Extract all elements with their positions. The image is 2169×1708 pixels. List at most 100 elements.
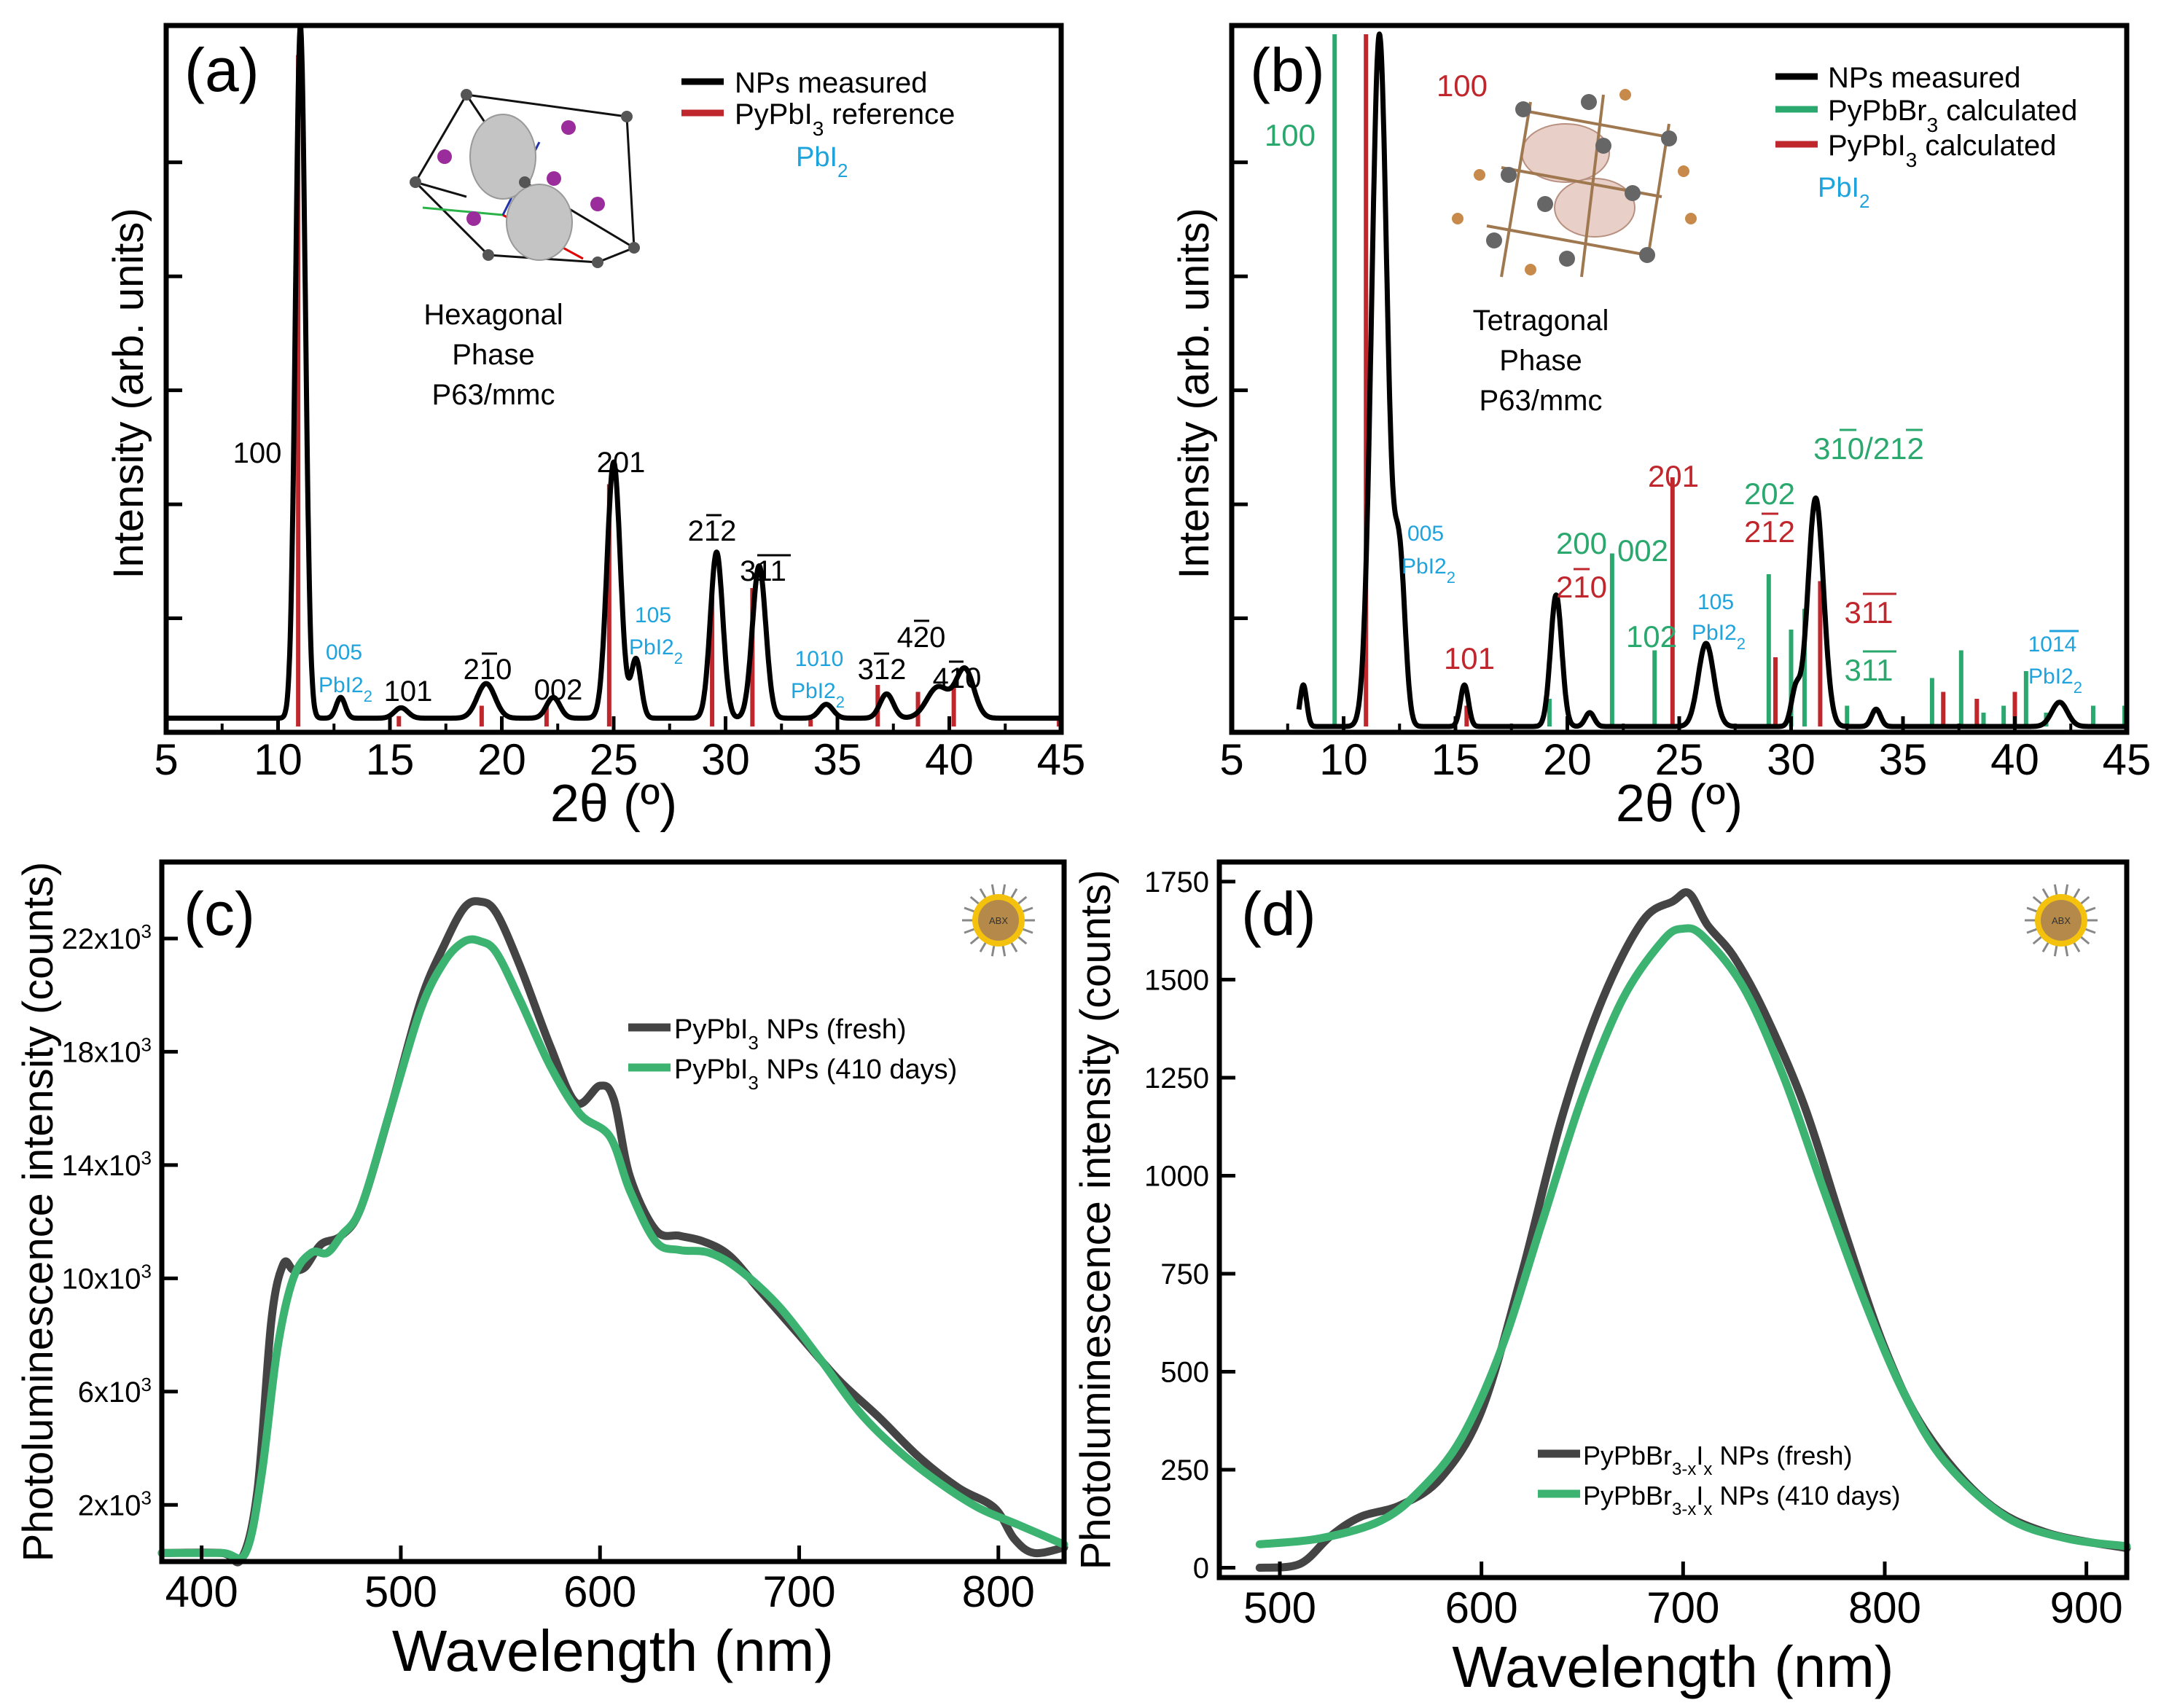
- peak-label: 201: [1648, 459, 1699, 493]
- panel-a: 5 10 15 20 25 30 35 40 45 2θ (º) Intensity (arb. u…: [105, 23, 1085, 833]
- x-tick-label: 40: [925, 735, 974, 784]
- legend-label: NPs measured: [735, 67, 928, 99]
- y-axis-label: Photoluminescence intensity (counts): [15, 862, 62, 1562]
- x-tick-label: 30: [701, 735, 750, 784]
- unit-cell-edge: [414, 181, 490, 256]
- ligand-icon-stroke: [1009, 941, 1018, 953]
- peak-label: 100: [1265, 118, 1316, 152]
- y-tick-label: 1250: [1144, 1062, 1209, 1094]
- peak-label: 005: [1407, 522, 1444, 546]
- peak-label: 310/212: [1813, 431, 1924, 466]
- ligand-icon-stroke: [964, 928, 976, 934]
- ligand-icon-stroke: [2084, 906, 2096, 913]
- iodine-atom: [561, 120, 576, 135]
- panel-c: 400 500 600 700 800 2x103 6x103 10x103 14x103 18x…: [15, 859, 1068, 1683]
- x-tick-label: 500: [364, 1567, 437, 1616]
- peak-label: 312: [858, 654, 907, 686]
- peak-label: 410: [933, 662, 982, 694]
- aged-spectrum-line: [157, 935, 1068, 1563]
- ligand-icon-stroke: [1021, 906, 1033, 913]
- x-tick-label: 800: [962, 1567, 1035, 1616]
- framework-bond: [1515, 108, 1677, 140]
- lead-atom: [1501, 167, 1517, 183]
- x-tick-label: 45: [2103, 735, 2152, 784]
- lead-atom: [1537, 196, 1553, 212]
- x-tick-label: 5: [1219, 735, 1243, 784]
- y-axis-label: Photoluminescence intensity (counts): [1072, 870, 1119, 1570]
- peak-label: 311: [1845, 595, 1894, 630]
- peak-label: 1010: [795, 647, 844, 671]
- ligand-icon-stroke: [979, 941, 988, 953]
- x-axis-label: Wavelength (nm): [1452, 1634, 1894, 1699]
- peak-label: 200: [1556, 526, 1607, 560]
- aged-spectrum-line: [1255, 924, 2131, 1551]
- phase-label: Hexagonal: [423, 299, 563, 331]
- y-tick-label: 1000: [1144, 1160, 1209, 1192]
- x-axis-label: 2θ (º): [550, 775, 677, 833]
- unit-cell-edge: [414, 94, 468, 183]
- panel-label: (b): [1250, 36, 1325, 104]
- ligand-icon-stroke: [1009, 888, 1018, 900]
- y-tick-label: 6x103: [78, 1374, 152, 1409]
- peak-label: 105: [635, 603, 671, 627]
- legend-label: PyPbBr3-xIx NPs (fresh): [1583, 1441, 1852, 1479]
- peak-label: 101: [384, 675, 433, 708]
- peak-label: 210: [1556, 570, 1607, 604]
- ligand-icon-stroke: [2053, 944, 2058, 957]
- peak-label: 100: [233, 437, 282, 469]
- unit-cell-edge: [597, 246, 635, 264]
- lead-atom: [410, 176, 421, 188]
- x-tick-label: 30: [1767, 735, 1816, 784]
- x-tick-label: 700: [1646, 1583, 1719, 1632]
- peak-label: 212: [688, 515, 737, 547]
- lead-atom: [592, 256, 603, 268]
- ligand-icon-stroke: [2032, 935, 2043, 945]
- panel-d: 500 600 700 800 900 0 250 500 750 1000 1250 1500 175…: [1072, 859, 2131, 1699]
- bromine-atom: [1619, 89, 1631, 101]
- nanoparticle-icon-label: ABX: [2052, 915, 2071, 926]
- lead-atom: [1515, 101, 1531, 117]
- phase-label: Phase: [1499, 345, 1582, 377]
- peak-label: 002: [1617, 533, 1668, 568]
- legend-label: PyPbI3 calculated: [1828, 130, 2057, 171]
- nanoparticle-icon-label: ABX: [989, 915, 1008, 926]
- x-tick-label: 20: [1543, 735, 1592, 784]
- ligand-icon-stroke: [1017, 935, 1028, 945]
- y-axis-label: Intensity (arb. units): [105, 208, 152, 579]
- y-tick-label: 0: [1193, 1553, 1209, 1585]
- lead-atom: [621, 111, 633, 122]
- iodine-atom: [437, 149, 452, 164]
- phase-label: Phase: [452, 339, 534, 371]
- y-tick-label: 750: [1160, 1258, 1209, 1290]
- ligand-icon-stroke: [979, 888, 988, 900]
- ligand-icon-stroke: [1017, 896, 1028, 906]
- phase-label: P63/mmc: [1480, 385, 1603, 417]
- peak-label: 101: [1444, 641, 1495, 675]
- y-tick-label: 18x103: [62, 1033, 152, 1068]
- nanoparticle-icon: [978, 900, 1019, 941]
- lead-atom: [628, 242, 640, 254]
- ligand-icon-stroke: [2041, 941, 2050, 953]
- measured-pattern-line: [1296, 31, 2129, 729]
- x-tick-label: 400: [165, 1567, 238, 1616]
- measured-pattern-line: [164, 23, 1063, 721]
- x-tick-label: 600: [563, 1567, 636, 1616]
- peak-label: 102: [1626, 619, 1677, 654]
- plot-frame: [1216, 859, 2130, 1580]
- y-tick-label: 2x103: [78, 1486, 152, 1521]
- x-tick-label: 35: [813, 735, 862, 784]
- lead-atom: [1559, 251, 1575, 267]
- legend-label: NPs measured: [1828, 62, 2021, 94]
- x-tick-label: 25: [590, 735, 638, 784]
- unit-cell-edge: [466, 93, 628, 118]
- lead-atom: [1581, 94, 1597, 110]
- lead-atom: [461, 89, 472, 101]
- crystal-structure: [1452, 89, 1697, 278]
- panel-label: (a): [184, 36, 259, 104]
- plot-frame: [159, 859, 1067, 1564]
- x-axis-label: 2θ (º): [1616, 775, 1743, 833]
- peak-label: 201: [597, 447, 646, 479]
- iodine-atom: [466, 211, 481, 226]
